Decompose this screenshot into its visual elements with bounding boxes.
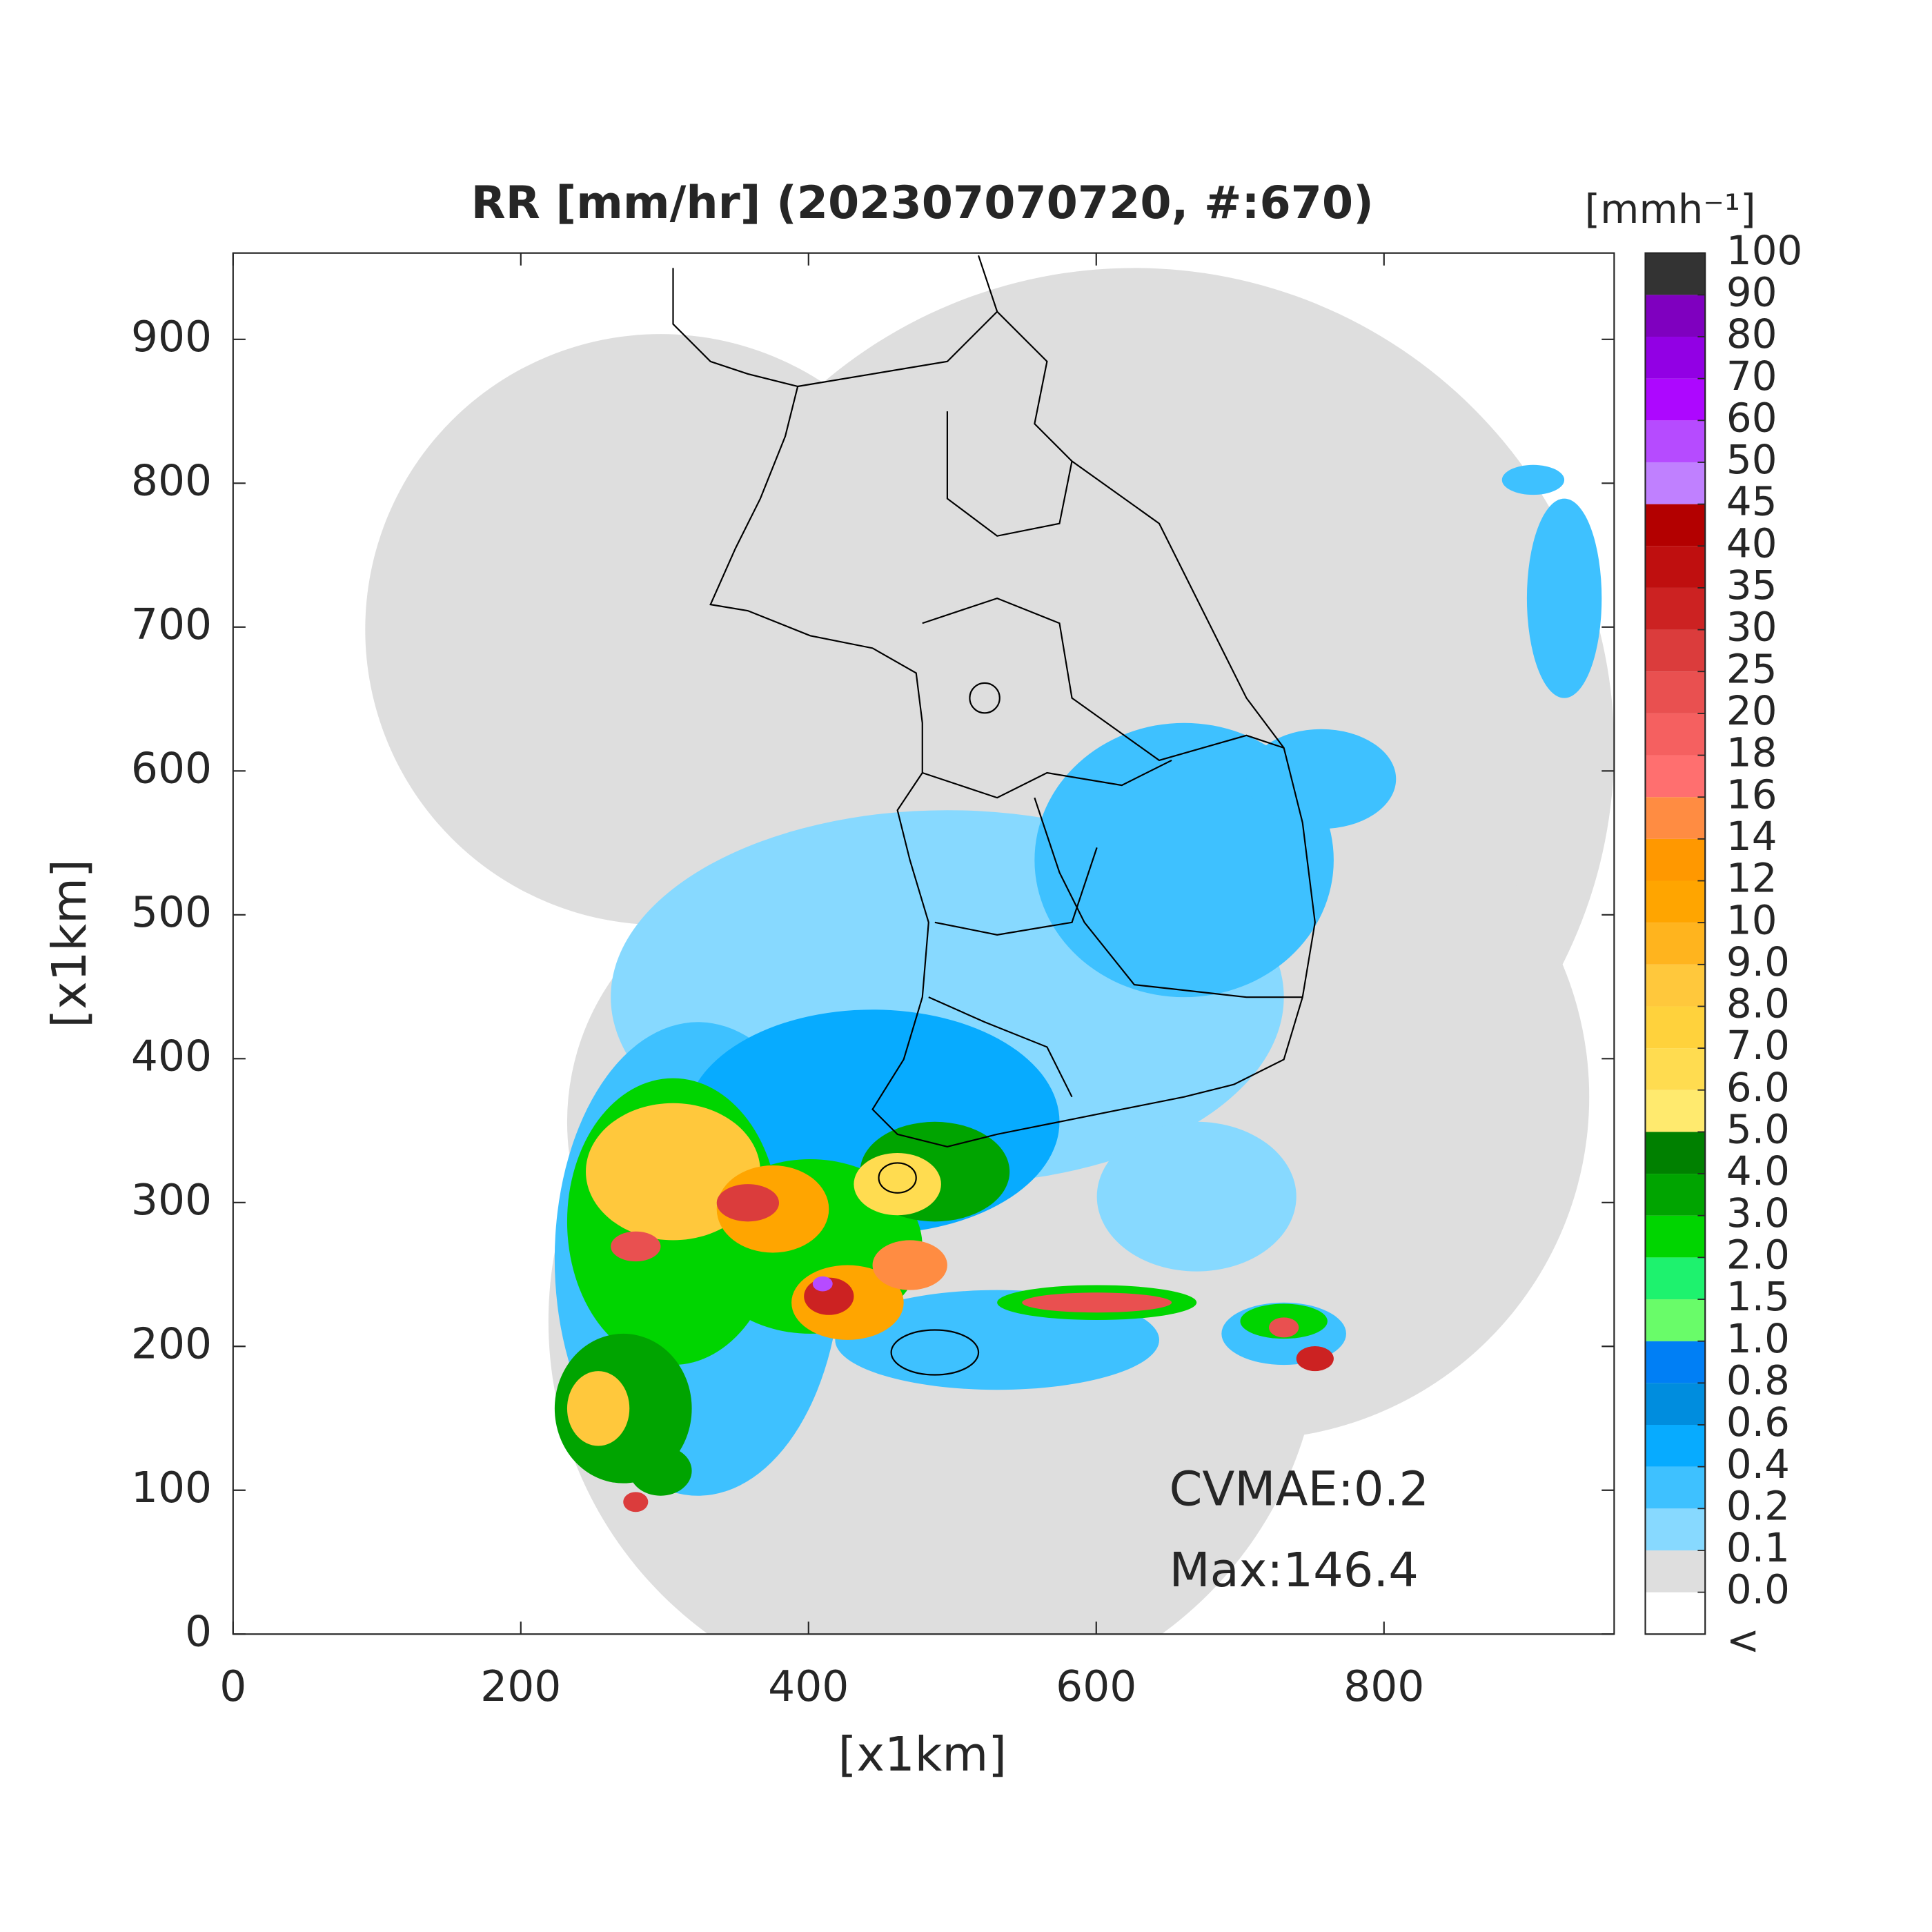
colorbar-segment xyxy=(1645,838,1706,881)
plot-frame xyxy=(232,252,1615,1635)
colorbar-segment xyxy=(1645,504,1706,546)
colorbar-segment xyxy=(1645,880,1706,923)
colorbar-tick-label: 40 xyxy=(1726,520,1777,566)
colorbar-tick-label: 16 xyxy=(1726,771,1777,818)
colorbar-segment xyxy=(1645,1383,1706,1425)
x-tick-label: 400 xyxy=(768,1662,849,1711)
colorbar-segment xyxy=(1645,587,1706,630)
colorbar-segment xyxy=(1645,1090,1706,1132)
y-tick-label: 600 xyxy=(131,744,212,793)
colorbar-tick-label: 6.0 xyxy=(1726,1064,1790,1111)
colorbar-tick-label: 1.5 xyxy=(1726,1273,1790,1320)
colorbar-tick-label: 0.2 xyxy=(1726,1482,1790,1529)
y-tick-label: 700 xyxy=(131,600,212,649)
x-axis-label: [x1km] xyxy=(838,1727,1007,1782)
colorbar-tick-label: 100 xyxy=(1726,227,1802,274)
colorbar-tick-label: 0.1 xyxy=(1726,1524,1790,1571)
colorbar-segment xyxy=(1645,253,1706,295)
colorbar-tick-label: 14 xyxy=(1726,813,1777,860)
colorbar-tick-label: 90 xyxy=(1726,268,1777,315)
colorbar-tick-label: 45 xyxy=(1726,478,1777,525)
colorbar-segment xyxy=(1645,1174,1706,1216)
y-tick-label: 900 xyxy=(131,313,212,362)
colorbar-segment xyxy=(1645,923,1706,965)
y-tick-label: 500 xyxy=(131,888,212,937)
colorbar-tick-label: 3.0 xyxy=(1726,1190,1790,1236)
colorbar-segment xyxy=(1645,755,1706,798)
x-tick-label: 600 xyxy=(1056,1662,1136,1711)
rain-area xyxy=(554,464,1602,1512)
colorbar-tick-label: 0.0 xyxy=(1726,1566,1790,1613)
colorbar-segment xyxy=(1645,462,1706,504)
x-tick-label: 800 xyxy=(1343,1662,1424,1711)
colorbar-tick-label: 1.0 xyxy=(1726,1315,1790,1362)
colorbar-segment xyxy=(1645,671,1706,713)
axes: 0 200 400 600 800 0 100 200 300 400 500 600 700 800 90… xyxy=(131,227,1802,1711)
colorbar-segment xyxy=(1645,1424,1706,1467)
colorbar-tick-label: 35 xyxy=(1726,562,1777,609)
colorbar-tick-label: 20 xyxy=(1726,687,1777,734)
colorbar-tick-label: 50 xyxy=(1726,436,1777,483)
colorbar-tick-label: 18 xyxy=(1726,729,1777,776)
colorbar-segment xyxy=(1645,1299,1706,1341)
colorbar-tick-label: 30 xyxy=(1726,604,1777,651)
y-tick-label: 400 xyxy=(131,1032,212,1081)
colorbar-tick-label: 70 xyxy=(1726,353,1777,400)
y-tick-label: 300 xyxy=(131,1176,212,1225)
annotation: Max:146.4 xyxy=(1169,1543,1418,1598)
chart-title: RR [mm/hr] (202307070720, #:670) xyxy=(471,177,1374,229)
colorbar-tick-label: 25 xyxy=(1726,645,1777,692)
colorbar-segment xyxy=(1645,1132,1706,1174)
colorbar-segment xyxy=(1645,1048,1706,1090)
colorbar-tick-label: 2.0 xyxy=(1726,1231,1790,1278)
colorbar-segment xyxy=(1645,420,1706,462)
y-tick-label: 200 xyxy=(131,1319,212,1368)
colorbar-frame xyxy=(1644,252,1706,1635)
colorbar-segment xyxy=(1645,1257,1706,1300)
colorbar-segment xyxy=(1645,1215,1706,1258)
colorbar-segment xyxy=(1645,337,1706,379)
colorbar-tick-label: 0.4 xyxy=(1726,1441,1790,1488)
y-tick-label: 0 xyxy=(185,1607,212,1656)
colorbar-tick-label: 4.0 xyxy=(1726,1147,1790,1194)
colorbar-tick-label: 5.0 xyxy=(1726,1106,1790,1153)
annotation: CVMAE:0.2 xyxy=(1169,1461,1429,1517)
radar-field xyxy=(365,255,1615,1635)
colorbar-segment xyxy=(1645,546,1706,588)
colorbar-tick-label: 0.6 xyxy=(1726,1399,1790,1446)
colorbar-below-label: < xyxy=(1726,1617,1759,1664)
colorbar-segment xyxy=(1645,713,1706,756)
colorbar-segment xyxy=(1645,964,1706,1007)
y-tick-label: 800 xyxy=(131,456,212,505)
colorbar-segment xyxy=(1645,1341,1706,1383)
colorbar-segment xyxy=(1645,1508,1706,1550)
colorbar-segment xyxy=(1645,629,1706,672)
x-tick-label: 0 xyxy=(219,1662,246,1711)
colorbar-segment xyxy=(1645,1592,1706,1635)
colorbar-title: [mmh⁻¹] xyxy=(1585,186,1756,233)
colorbar-tick-label: 12 xyxy=(1726,855,1777,902)
colorbar-tick-label: 80 xyxy=(1726,310,1777,357)
colorbar-segment xyxy=(1645,295,1706,337)
colorbar-tick-label: 10 xyxy=(1726,896,1777,943)
colorbar-segment xyxy=(1645,797,1706,839)
colorbar-tick-label: 8.0 xyxy=(1726,980,1790,1027)
colorbar-segment xyxy=(1645,1006,1706,1049)
colorbar-tick-label: 9.0 xyxy=(1726,938,1790,985)
colorbar-segment xyxy=(1645,1466,1706,1509)
colorbar-tick-label: 7.0 xyxy=(1726,1022,1790,1069)
colorbar-tick-label: 60 xyxy=(1726,394,1777,441)
coastline xyxy=(672,255,1316,1376)
colorbar-segment xyxy=(1645,1550,1706,1593)
y-axis-label: [x1km] xyxy=(42,859,97,1027)
x-tick-label: 200 xyxy=(480,1662,561,1711)
colorbar-segment xyxy=(1645,378,1706,421)
y-tick-label: 100 xyxy=(131,1463,212,1512)
colorbar-tick-label: 0.8 xyxy=(1726,1357,1790,1403)
